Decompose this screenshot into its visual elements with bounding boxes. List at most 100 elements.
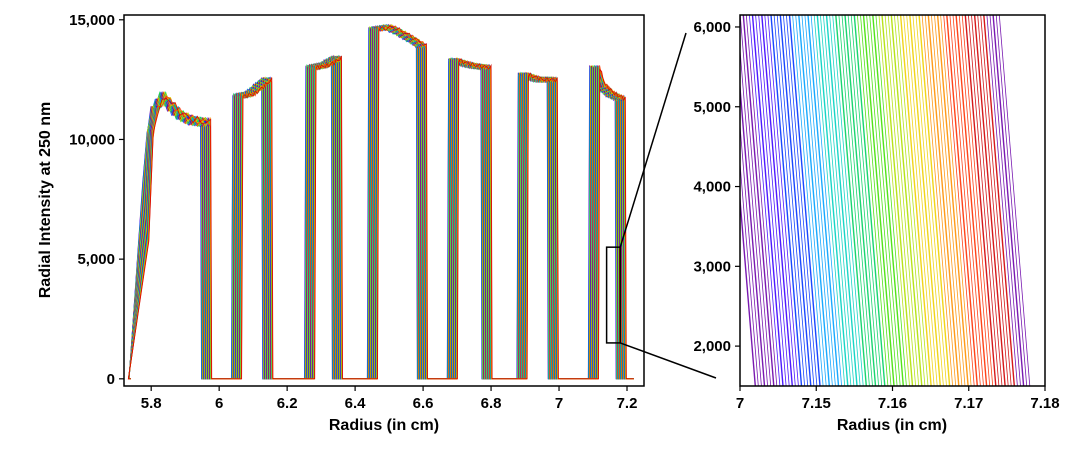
zoom-scan-line (767, 15, 799, 386)
zoom-scan-line (952, 15, 984, 386)
zoom-scan-line (740, 120, 762, 386)
zoom-scan-line (940, 15, 972, 386)
zoom-scan-line (866, 15, 898, 386)
zoom-scan-line (995, 15, 1028, 386)
zoom-x-axis-label: Radius (in cm) (837, 417, 947, 434)
zoom-scan-line (912, 15, 944, 386)
zoom-scan-line (841, 15, 873, 386)
zoom-scan-line (792, 15, 824, 386)
zoom-scan-line (927, 15, 960, 386)
zoom-scan-line (832, 15, 864, 386)
zoom-scan-line (773, 15, 805, 386)
zoom-scan-line (798, 15, 830, 386)
zoom-region-box (605, 246, 621, 344)
main-x-tick-label: 6 (215, 395, 223, 412)
zoom-scan-line (884, 15, 916, 386)
scan-line (127, 25, 634, 380)
zoom-scan-line (980, 15, 1012, 386)
zoom-scan-line (838, 15, 870, 386)
zoom-scan-line (804, 15, 836, 386)
zoom-scan-line (853, 15, 886, 386)
zoom-scan-line (869, 15, 901, 386)
zoom-scan-line (986, 15, 1018, 386)
zoom-plot: 7 7.15 7.16 7.17 7.18 2,000 3,000 4,000 5,000 6,… (693, 14, 1060, 434)
zoom-scan-line (899, 15, 932, 386)
zoom-scan-line (745, 15, 778, 386)
zoom-scan-line (968, 15, 1000, 386)
zoom-scan-line (850, 15, 883, 386)
zoom-scan-line (776, 15, 809, 386)
zoom-scan-line (890, 15, 923, 386)
zoom-scan-line (742, 15, 775, 386)
main-plot: 5.8 6 6.2 6.4 6.6 6.8 7 7.2 05,00010,00015,000 … (37, 12, 717, 434)
zoom-scan-line (964, 15, 997, 386)
zoom-scan-line (909, 15, 941, 386)
zoom-scan-line (783, 15, 815, 386)
zoom-scan-line (751, 15, 784, 386)
zoom-scan-lines (740, 15, 1031, 386)
zoom-x-tick-label: 7.16 (878, 395, 907, 412)
main-x-tick-label: 6.8 (481, 395, 502, 412)
zoom-scan-line (807, 15, 840, 386)
zoom-scan-line (788, 15, 821, 386)
zoom-scan-line (779, 15, 812, 386)
zoom-scan-line (989, 15, 1021, 386)
zoom-scan-line (894, 15, 926, 386)
zoom-scan-line (887, 15, 920, 386)
zoom-scan-line (918, 15, 951, 386)
main-x-tick-label: 7.2 (617, 395, 638, 412)
zoom-scan-line (740, 45, 768, 386)
zoom-scan-line (973, 15, 1006, 386)
zoom-scan-line (857, 15, 889, 386)
zoom-y-tick-label: 5,000 (693, 99, 731, 116)
zoom-scan-line (878, 15, 910, 386)
zoom-scan-line (872, 15, 904, 386)
main-x-axis: 5.8 6 6.2 6.4 6.6 6.8 7 7.2 (141, 386, 638, 412)
zoom-scan-line (915, 15, 947, 386)
zoom-scan-line (860, 15, 892, 386)
zoom-scan-line (795, 15, 827, 386)
main-x-tick-label: 7 (555, 395, 563, 412)
zoom-scan-line (825, 15, 858, 386)
scan-line (127, 26, 634, 380)
main-y-tick-label: 5,000 (77, 251, 115, 268)
zoom-scan-line (816, 15, 849, 386)
zoom-scan-line (770, 15, 803, 386)
main-x-tick-label: 6.4 (345, 395, 367, 412)
main-x-axis-label: Radius (in cm) (329, 417, 439, 434)
zoom-y-tick-label: 3,000 (693, 258, 731, 275)
zoom-scan-line (820, 15, 852, 386)
zoom-scan-line (761, 15, 793, 386)
zoom-scan-line (829, 15, 861, 386)
zoom-scan-line (936, 15, 969, 386)
main-y-tick-label: 10,000 (69, 131, 115, 148)
zoom-scan-line (924, 15, 957, 386)
main-y-axis: 0 5,000 10,000 15,000 (69, 12, 124, 388)
zoom-x-tick-label: 7.17 (954, 395, 983, 412)
zoom-x-tick-label: 7 (736, 395, 744, 412)
zoom-scan-line (958, 15, 991, 386)
zoom-scan-line (862, 15, 895, 386)
main-plot-frame (123, 14, 645, 387)
main-y-axis-label: Radial Intensity at 250 nm (37, 102, 54, 299)
zoom-scan-line (943, 15, 975, 386)
zoom-scan-line (931, 15, 963, 386)
zoom-y-axis: 2,000 3,000 4,000 5,000 6,000 (693, 19, 740, 355)
zoom-scan-line (847, 15, 879, 386)
zoom-x-axis: 7 7.15 7.16 7.17 7.18 (736, 386, 1060, 412)
zoom-scan-line (998, 15, 1031, 386)
zoom-scan-line (961, 15, 994, 386)
zoom-scan-line (971, 15, 1003, 386)
main-x-tick-label: 6.6 (413, 395, 434, 412)
zoom-scan-line (835, 15, 867, 386)
zoom-scan-line (844, 15, 877, 386)
zoom-scan-line (934, 15, 966, 386)
main-y-tick-label: 15,000 (69, 12, 115, 29)
main-x-tick-label: 6.2 (277, 395, 298, 412)
zoom-scan-line (749, 15, 781, 386)
zoom-scan-line (786, 15, 818, 386)
zoom-scan-line (813, 15, 846, 386)
zoom-scan-line (903, 15, 935, 386)
zoom-scan-line (921, 15, 953, 386)
zoom-scan-line (992, 15, 1025, 386)
